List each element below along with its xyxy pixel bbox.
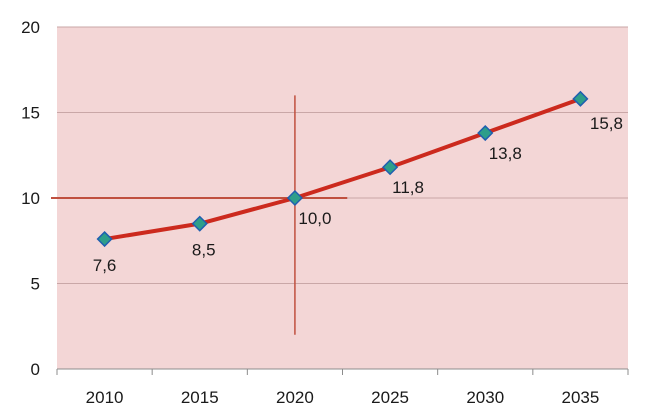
data-label: 15,8 (590, 114, 623, 133)
y-tick-label: 0 (31, 360, 40, 379)
data-point-marker (477, 124, 494, 142)
x-axis: 2010 2015 2020 2025 2030 2035 (56, 368, 629, 407)
data-labels: 7,6 8,5 10,0 11,8 13,8 15,8 (93, 114, 623, 275)
data-label: 13,8 (489, 144, 522, 163)
x-tick-label: 2020 (276, 388, 314, 407)
y-tick-label: 20 (21, 18, 40, 37)
y-tick-label: 10 (21, 189, 40, 208)
data-label: 10,0 (298, 209, 331, 228)
x-tick-label: 2010 (86, 388, 124, 407)
data-label: 7,6 (93, 256, 117, 275)
data-point-marker (96, 230, 113, 248)
data-point-marker (286, 189, 303, 207)
x-tick-label: 2025 (371, 388, 409, 407)
x-tick-label: 2030 (466, 388, 504, 407)
data-label: 11,8 (392, 178, 424, 197)
y-tick-label: 15 (21, 104, 40, 123)
y-tick-label: 5 (31, 275, 40, 294)
y-axis: 0 5 10 15 20 (21, 18, 40, 379)
data-point-marker (191, 215, 208, 232)
data-point-marker (382, 159, 399, 176)
series-line (102, 96, 583, 242)
data-label: 8,5 (192, 241, 216, 260)
series (96, 90, 589, 248)
data-point-marker (572, 90, 589, 107)
x-tick-label: 2035 (562, 388, 600, 407)
x-tick-label: 2015 (181, 388, 219, 407)
